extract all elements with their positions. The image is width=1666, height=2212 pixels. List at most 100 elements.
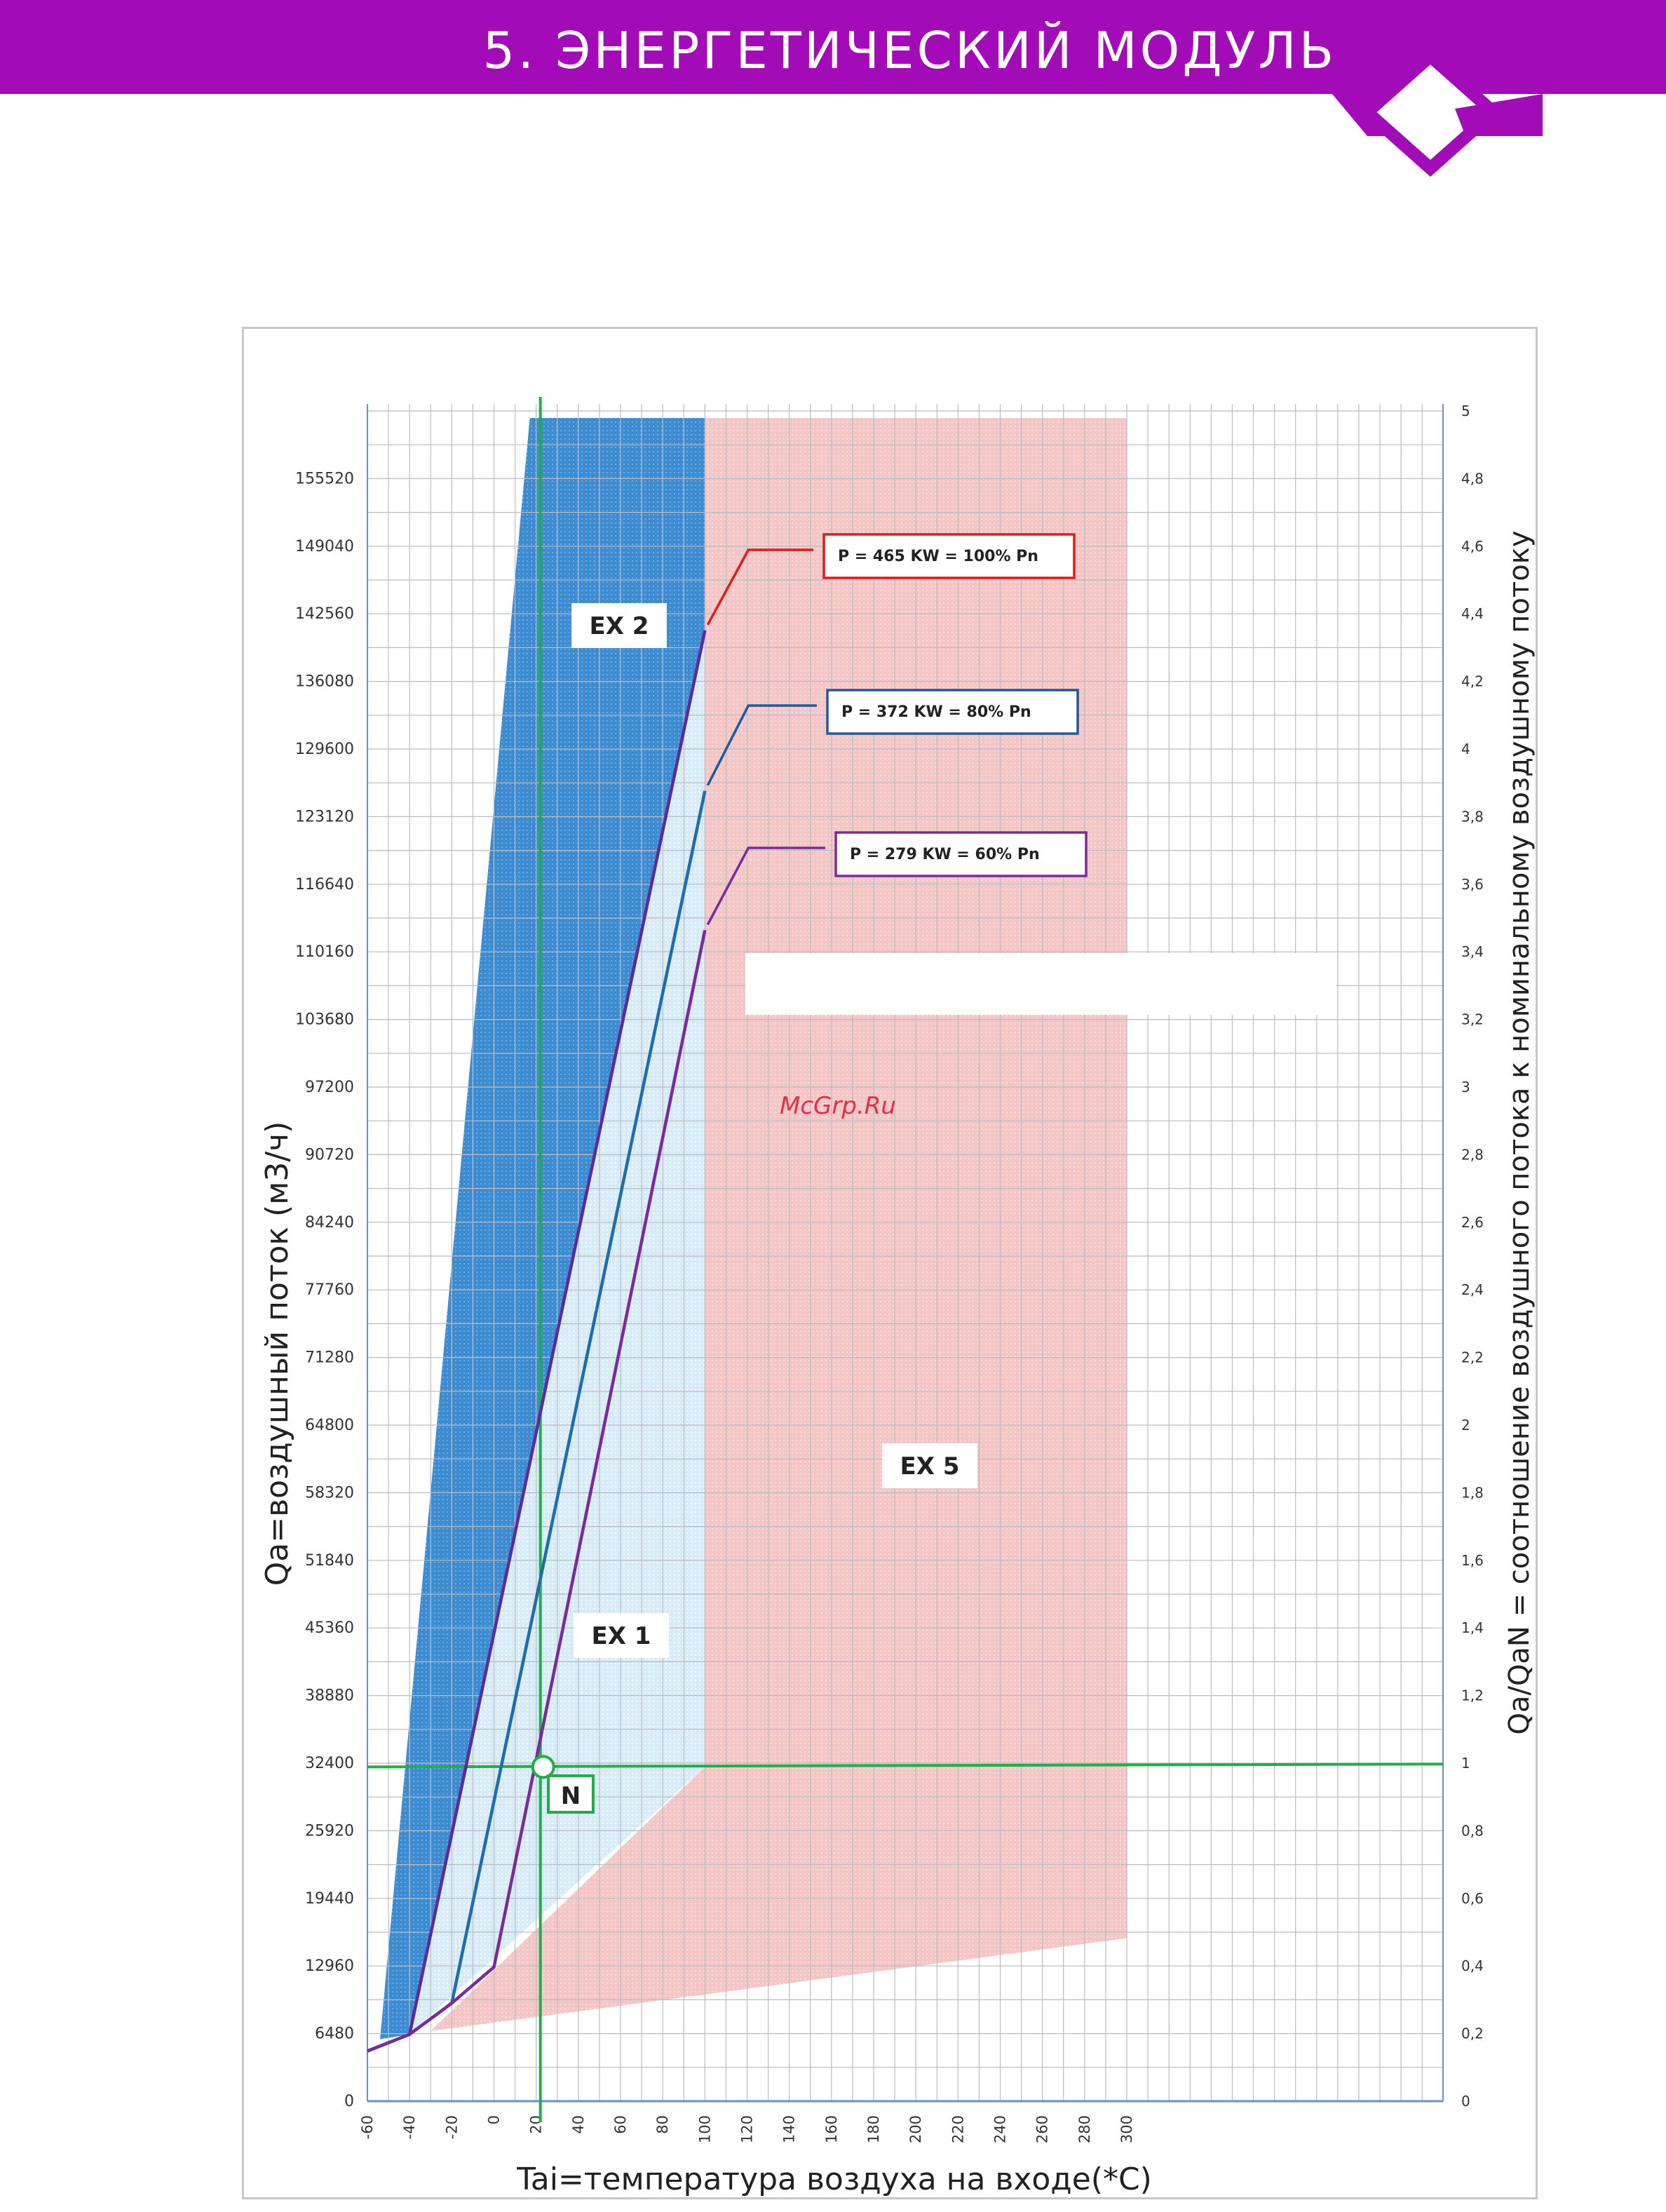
y-tick-label: 116640	[295, 876, 354, 893]
series-label: P = 465 KW = 100% Pn	[838, 548, 1038, 565]
callout-box	[834, 831, 1088, 877]
y-tick-label: 71280	[305, 1349, 354, 1367]
y2-tick-label: 1	[1461, 1755, 1470, 1772]
callout-leader	[706, 704, 817, 786]
x-tick-label: 20	[528, 2115, 545, 2134]
diamond-badge-icon	[1332, 47, 1543, 177]
y-tick-label: 64800	[305, 1417, 354, 1434]
y-tick-label: 32400	[305, 1755, 354, 1772]
callout-box	[822, 533, 1076, 579]
y2-tick-label: 0,2	[1461, 2025, 1484, 2042]
region-label-bg	[571, 603, 667, 648]
page-title: 5. ЭНЕРГЕТИЧЕСКИЙ МОДУЛЬ	[482, 21, 1336, 80]
x-tick-label: -40	[401, 2115, 418, 2139]
y2-tick-label: 0,6	[1461, 1890, 1484, 1907]
x-tick-label: 300	[1118, 2115, 1135, 2143]
y-tick-label: 0	[344, 2093, 354, 2110]
y-tick-label: 38880	[305, 1687, 354, 1705]
x-tick-label: -60	[359, 2115, 376, 2139]
y2-axis-title: Qa/QaN = соотношение воздушного потока к…	[1503, 530, 1536, 1734]
x-tick-label: -20	[443, 2115, 460, 2139]
x-tick-label: 200	[907, 2115, 924, 2143]
y2-tick-label: 2,8	[1461, 1146, 1484, 1163]
y-tick-label: 90720	[305, 1146, 354, 1164]
y-tick-label: 6480	[315, 2025, 354, 2043]
chart-grid	[367, 404, 1444, 2102]
y2-tick-label: 4	[1461, 741, 1470, 757]
x-tick-label: 0	[486, 2115, 503, 2124]
y-tick-label: 51840	[305, 1552, 354, 1570]
series-label: P = 279 KW = 60% Pn	[850, 846, 1040, 863]
y2-tick-label: 3,4	[1461, 943, 1484, 960]
x-tick-label: 280	[1076, 2115, 1093, 2143]
region-label-bg	[574, 1613, 669, 1658]
y2-tick-label: 1,2	[1461, 1687, 1484, 1704]
y2-tick-label: 2,2	[1461, 1349, 1484, 1366]
y2-tick-label: 3,6	[1461, 876, 1484, 893]
y2-tick-label: 2,6	[1461, 1214, 1484, 1231]
y2-tick-label: 5	[1461, 403, 1470, 419]
y-tick-label: 103680	[295, 1011, 354, 1029]
y2-tick-label: 0	[1461, 2093, 1470, 2110]
x-tick-label: 100	[696, 2115, 713, 2143]
region-label-bg	[882, 1443, 977, 1488]
x-tick-label: 220	[949, 2115, 966, 2143]
y2-tick-label: 1,8	[1461, 1484, 1484, 1501]
series-line	[367, 929, 707, 2053]
x-tick-label: 80	[654, 2115, 671, 2134]
y2-tick-label: 1,6	[1461, 1552, 1484, 1569]
y-tick-label: 97200	[305, 1079, 354, 1096]
nominal-label-box	[547, 1774, 595, 1814]
nominal-point-label: N	[561, 1782, 581, 1810]
y-tick-label: 129600	[295, 741, 354, 758]
y2-tick-label: 4,2	[1461, 673, 1484, 690]
header-band	[0, 0, 1666, 94]
series-label: P = 372 KW = 80% Pn	[841, 703, 1031, 721]
region-label: EX 2	[590, 612, 649, 640]
y-tick-label: 84240	[305, 1214, 354, 1232]
y-tick-label: 77760	[305, 1281, 354, 1299]
y-tick-label: 149040	[295, 538, 354, 555]
x-tick-label: 180	[865, 2115, 882, 2143]
region-label: EX 1	[592, 1622, 651, 1650]
blank-box	[745, 953, 1336, 1015]
y-tick-label: 19440	[305, 1890, 354, 1908]
y2-tick-label: 4,8	[1461, 470, 1484, 487]
x-tick-label: 120	[739, 2115, 756, 2143]
nominal-point-marker	[531, 1755, 555, 1779]
y-tick-label: 110160	[295, 943, 354, 961]
x-tick-label: 260	[1034, 2115, 1051, 2143]
x-tick-label: 140	[781, 2115, 798, 2143]
y2-tick-label: 4,4	[1461, 605, 1484, 622]
x-tick-label: 40	[570, 2115, 587, 2134]
y-tick-label: 142560	[295, 605, 354, 623]
y-tick-label: 136080	[295, 673, 354, 691]
x-tick-label: 160	[823, 2115, 840, 2143]
y-tick-label: 12960	[305, 1957, 354, 1975]
y2-tick-label: 3	[1461, 1079, 1470, 1095]
y-tick-label: 45360	[305, 1619, 354, 1637]
y2-tick-label: 4,6	[1461, 538, 1484, 555]
watermark-text: McGrp.Ru	[780, 1092, 896, 1120]
y-tick-label: 58320	[305, 1484, 354, 1502]
region-ex2	[380, 418, 705, 2039]
y2-tick-label: 1,4	[1461, 1619, 1484, 1636]
y-tick-label: 25920	[305, 1822, 354, 1840]
y2-tick-label: 0,4	[1461, 1957, 1484, 1974]
y2-tick-label: 3,2	[1461, 1011, 1484, 1028]
y2-tick-label: 3,8	[1461, 808, 1484, 825]
y-tick-label: 123120	[295, 808, 354, 825]
x-tick-label: 240	[992, 2115, 1009, 2143]
y2-tick-label: 0,8	[1461, 1822, 1484, 1839]
callout-leader	[706, 847, 825, 926]
callout-leader	[706, 548, 813, 626]
callout-box	[826, 689, 1079, 735]
y-tick-label: 155520	[295, 470, 354, 487]
y2-tick-label: 2,4	[1461, 1281, 1484, 1298]
y2-tick-label: 2	[1461, 1417, 1470, 1434]
x-tick-label: 60	[612, 2115, 629, 2134]
y-axis-title: Qa=воздушный поток (м3/ч)	[259, 1121, 295, 1586]
region-label: EX 5	[900, 1452, 960, 1481]
x-axis-title: Tai=температура воздуха на входе(*C)	[516, 2162, 1152, 2197]
